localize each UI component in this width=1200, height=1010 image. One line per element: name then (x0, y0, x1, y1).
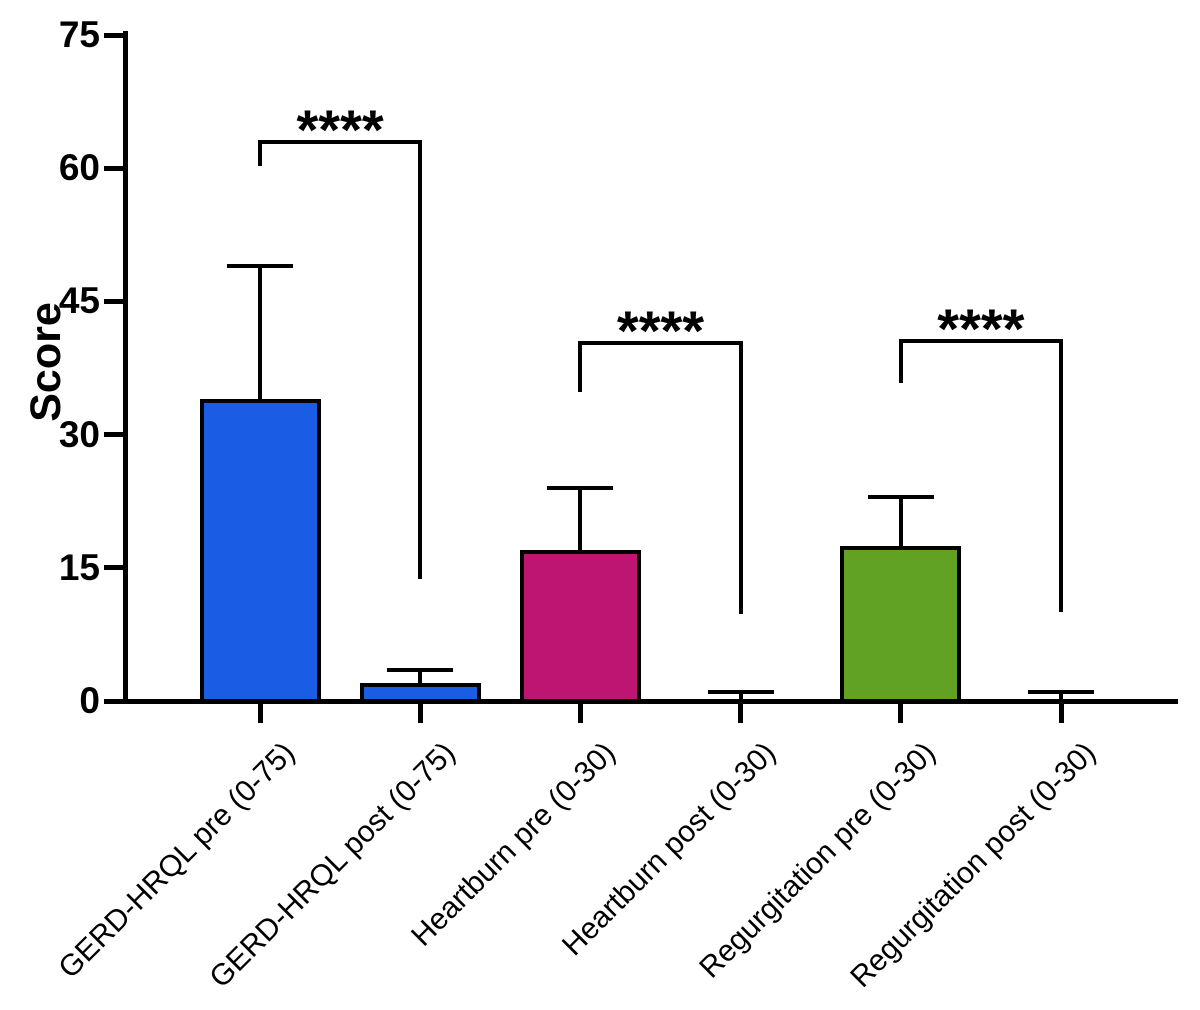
error-bar-cap (867, 494, 934, 499)
y-tick-label: 30 (58, 413, 100, 455)
y-axis-tick (104, 432, 123, 438)
bar (519, 550, 641, 703)
y-axis-tick (104, 165, 123, 171)
x-axis-tick (257, 704, 263, 723)
y-axis-tick (104, 698, 123, 704)
bar (359, 683, 481, 703)
error-bar-line (258, 265, 262, 402)
error-bar-line (898, 496, 903, 548)
error-bar-line (578, 487, 583, 553)
significance-bracket-top (898, 339, 1063, 344)
error-bar-cap (227, 263, 293, 268)
error-bar-cap (387, 667, 454, 672)
significance-stars: **** (296, 97, 384, 161)
significance-bracket-top (258, 139, 423, 144)
y-tick-label: 15 (58, 546, 100, 588)
error-bar-cap (1028, 690, 1094, 695)
error-bar-line (418, 669, 423, 686)
x-axis-tick (898, 704, 904, 723)
y-axis-title: Score (22, 302, 70, 422)
bar (199, 399, 321, 703)
y-tick-label: 0 (79, 680, 100, 721)
significance-stars: **** (937, 297, 1025, 361)
y-tick-label: 75 (58, 14, 100, 55)
significance-bracket-right-drop (418, 139, 423, 579)
y-tick-label: 60 (58, 147, 100, 189)
significance-bracket-right-drop (1059, 339, 1063, 613)
significance-bracket-left-drop (258, 139, 262, 166)
y-axis-tick (104, 565, 123, 571)
error-bar-line (1059, 692, 1063, 703)
x-axis-tick (738, 704, 744, 723)
significance-bracket-left-drop (578, 341, 583, 393)
y-tick-label: 45 (58, 280, 100, 322)
y-axis-tick (104, 298, 123, 304)
significance-bracket-top (578, 341, 743, 346)
significance-bracket-right-drop (738, 341, 743, 615)
significance-bracket-left-drop (898, 339, 903, 384)
x-axis-tick (577, 704, 583, 723)
x-axis-line (123, 699, 1178, 704)
error-bar-line (738, 692, 743, 703)
y-axis-line (123, 31, 128, 704)
error-bar-cap (547, 485, 614, 490)
x-axis-tick (1058, 704, 1064, 723)
bar (840, 545, 962, 703)
error-bar-cap (707, 690, 774, 695)
x-axis-tick (417, 704, 423, 723)
y-axis-tick (104, 32, 123, 38)
significance-stars: **** (616, 299, 705, 363)
